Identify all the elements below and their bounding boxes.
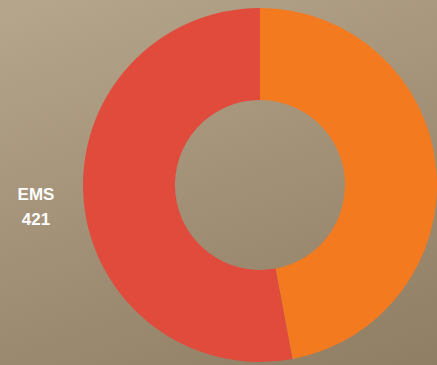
svg-text:EMS: EMS — [18, 185, 55, 204]
svg-text:421: 421 — [22, 210, 50, 229]
